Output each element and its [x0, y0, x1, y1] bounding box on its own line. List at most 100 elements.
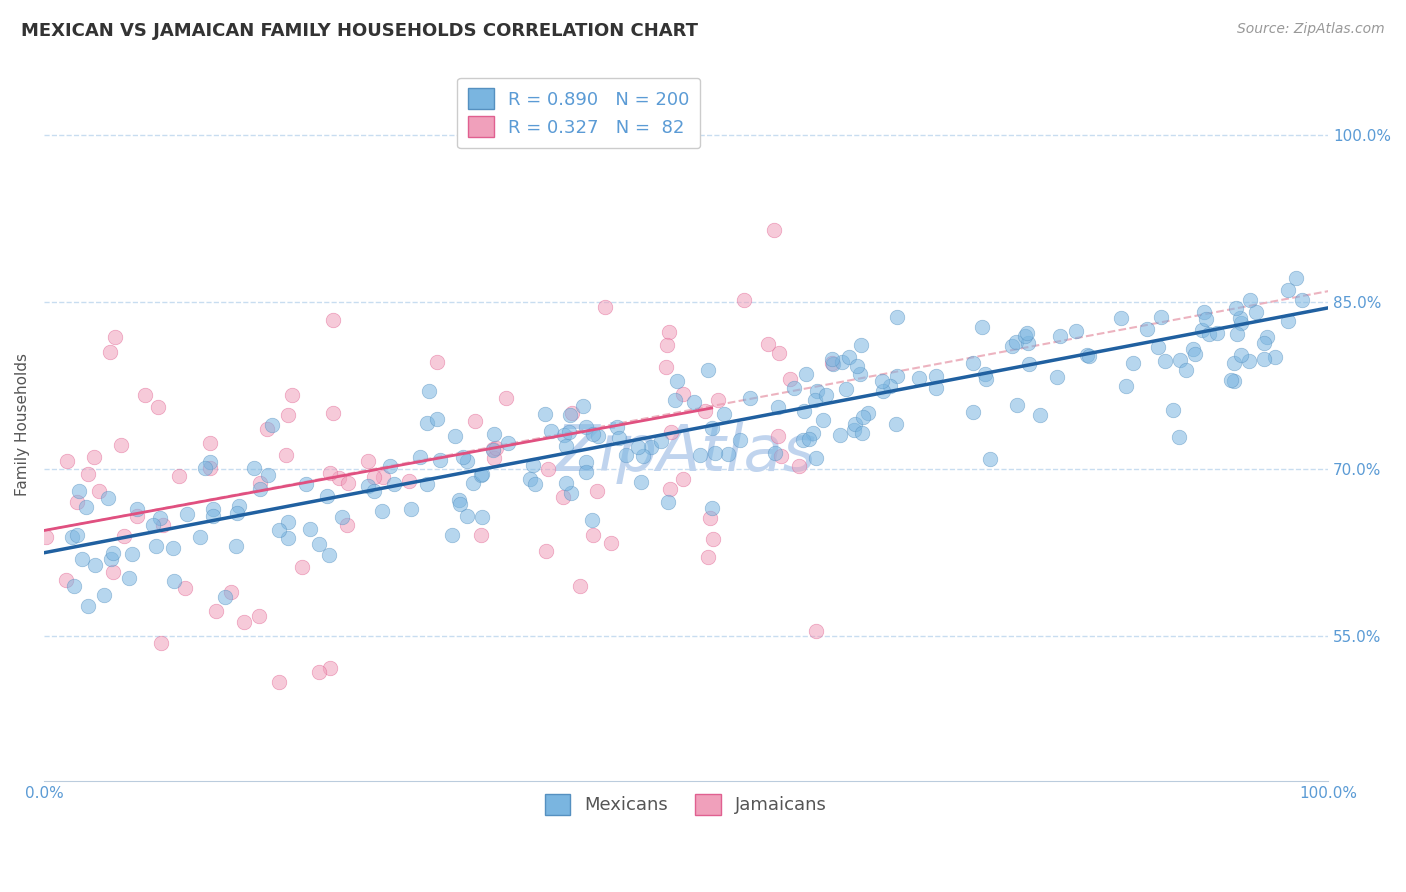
Point — [728, 433, 751, 447]
Point — [657, 495, 679, 509]
Point — [793, 403, 815, 417]
Point — [84, 558, 107, 572]
Point — [373, 470, 395, 484]
Point — [256, 467, 278, 482]
Point — [242, 461, 264, 475]
Point — [962, 405, 984, 419]
Point — [188, 529, 211, 543]
Point — [1277, 283, 1299, 297]
Point — [823, 357, 845, 371]
Point — [1028, 408, 1050, 422]
Point — [852, 410, 875, 425]
Point — [399, 502, 422, 516]
Point — [134, 388, 156, 402]
Point — [536, 543, 558, 558]
Point — [858, 406, 880, 420]
Point — [846, 359, 869, 374]
Point — [447, 493, 470, 508]
Point — [66, 528, 89, 542]
Point — [1230, 316, 1253, 330]
Point — [779, 372, 801, 386]
Point — [152, 518, 174, 533]
Point — [1223, 374, 1246, 388]
Point — [274, 448, 297, 462]
Point — [1077, 349, 1099, 363]
Point — [886, 369, 908, 384]
Point — [398, 475, 420, 489]
Point — [484, 427, 506, 442]
Point — [586, 429, 609, 443]
Point — [198, 435, 221, 450]
Point — [842, 423, 865, 437]
Point — [1174, 362, 1197, 376]
Point — [568, 579, 591, 593]
Point — [322, 405, 344, 419]
Point — [600, 535, 623, 549]
Point — [228, 500, 250, 514]
Point — [121, 547, 143, 561]
Point — [232, 615, 254, 629]
Point — [219, 585, 242, 599]
Point — [1046, 369, 1069, 384]
Point — [1115, 379, 1137, 393]
Point — [740, 391, 762, 405]
Point — [214, 590, 236, 604]
Point — [886, 310, 908, 324]
Point — [794, 367, 817, 381]
Point — [769, 449, 792, 463]
Point — [112, 529, 135, 543]
Point — [149, 636, 172, 650]
Point — [792, 433, 814, 447]
Text: Source: ZipAtlas.com: Source: ZipAtlas.com — [1237, 22, 1385, 37]
Point — [277, 408, 299, 422]
Point — [797, 432, 820, 446]
Point — [72, 551, 94, 566]
Point — [925, 368, 948, 383]
Point — [633, 449, 655, 463]
Point — [835, 382, 858, 396]
Point — [76, 467, 98, 482]
Point — [593, 301, 616, 315]
Point — [281, 388, 304, 402]
Point — [702, 533, 724, 547]
Point — [803, 425, 825, 440]
Point — [560, 485, 582, 500]
Point — [291, 559, 314, 574]
Point — [664, 392, 686, 407]
Point — [471, 467, 494, 482]
Point — [768, 428, 790, 442]
Point — [408, 450, 430, 464]
Point — [768, 346, 790, 360]
Point — [658, 325, 681, 339]
Point — [519, 472, 541, 486]
Point — [277, 531, 299, 545]
Point — [100, 551, 122, 566]
Point — [110, 438, 132, 452]
Point — [418, 384, 440, 399]
Point — [1219, 373, 1241, 387]
Point — [453, 450, 475, 464]
Point — [606, 419, 628, 434]
Point — [482, 442, 505, 456]
Point — [1161, 403, 1184, 417]
Point — [1291, 293, 1313, 307]
Point — [555, 475, 578, 490]
Point — [66, 494, 89, 508]
Point — [247, 609, 270, 624]
Point — [575, 465, 598, 479]
Point — [702, 421, 724, 435]
Point — [1150, 310, 1173, 324]
Point — [1049, 328, 1071, 343]
Point — [415, 477, 437, 491]
Point — [733, 293, 755, 308]
Point — [659, 482, 682, 496]
Point — [1122, 356, 1144, 370]
Point — [198, 455, 221, 469]
Point — [440, 528, 463, 542]
Point — [298, 522, 321, 536]
Point — [277, 516, 299, 530]
Point — [75, 500, 97, 515]
Point — [62, 579, 84, 593]
Point — [149, 511, 172, 525]
Point — [1017, 335, 1039, 350]
